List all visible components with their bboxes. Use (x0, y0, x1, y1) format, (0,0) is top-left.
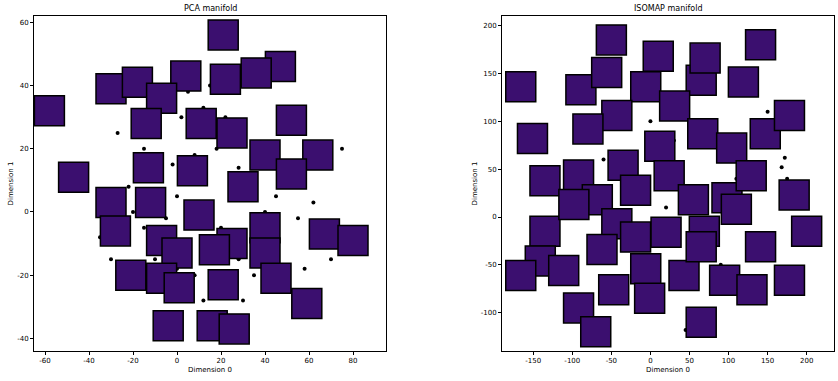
svg-text:50: 50 (685, 357, 694, 365)
svg-text:0: 0 (24, 208, 28, 216)
svg-text:50: 50 (488, 166, 497, 174)
svg-text:0: 0 (648, 357, 652, 365)
svg-text:200: 200 (483, 22, 496, 30)
svg-text:150: 150 (761, 357, 774, 365)
svg-text:40: 40 (20, 82, 29, 90)
svg-text:Dimension 1: Dimension 1 (471, 162, 479, 206)
svg-text:Dimension 0: Dimension 0 (188, 366, 232, 374)
svg-text:60: 60 (305, 357, 314, 365)
svg-text:-50: -50 (485, 261, 496, 269)
svg-text:Dimension 1: Dimension 1 (7, 162, 15, 206)
svg-text:-40: -40 (17, 335, 28, 343)
svg-text:-150: -150 (525, 357, 541, 365)
svg-text:20: 20 (20, 145, 29, 153)
svg-text:60: 60 (20, 19, 29, 27)
svg-text:-50: -50 (606, 357, 617, 365)
svg-text:0: 0 (175, 357, 179, 365)
svg-text:20: 20 (217, 357, 226, 365)
svg-text:0: 0 (492, 213, 496, 221)
svg-text:-60: -60 (39, 357, 50, 365)
svg-text:PCA manifold: PCA manifold (184, 4, 237, 13)
svg-text:40: 40 (261, 357, 270, 365)
svg-text:-20: -20 (127, 357, 138, 365)
svg-text:100: 100 (722, 357, 735, 365)
svg-text:80: 80 (349, 357, 358, 365)
svg-text:ISOMAP manifold: ISOMAP manifold (634, 4, 702, 13)
svg-text:-100: -100 (564, 357, 580, 365)
svg-text:100: 100 (483, 118, 496, 126)
svg-text:200: 200 (800, 357, 813, 365)
svg-text:-100: -100 (481, 309, 497, 317)
svg-text:-40: -40 (83, 357, 94, 365)
svg-text:Dimension 0: Dimension 0 (646, 366, 690, 374)
svg-text:150: 150 (483, 70, 496, 78)
svg-text:-20: -20 (17, 272, 28, 280)
